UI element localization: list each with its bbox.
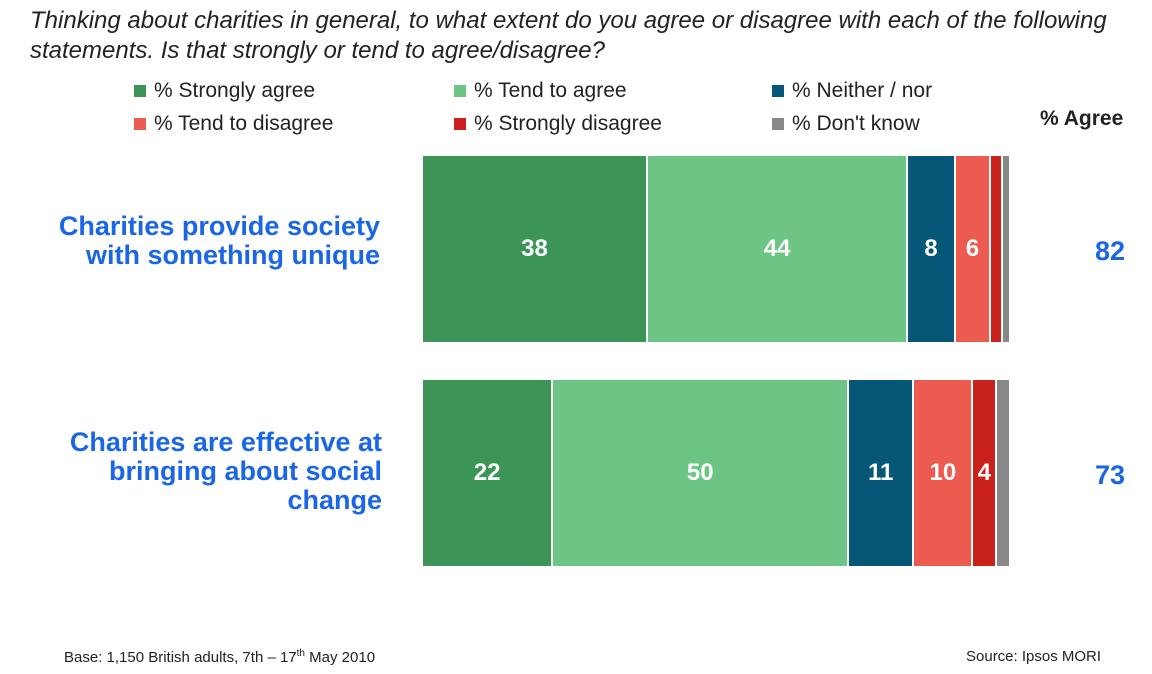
agree-total-0: 82 (1094, 236, 1126, 266)
bar-segment-1-dont-know (997, 380, 1009, 566)
footer-source: Source: Ipsos MORI (966, 648, 1102, 665)
bar-segment-0-strongly-disagree (991, 156, 1004, 342)
bar-segment-0-strongly-agree: 38 (423, 156, 648, 342)
bar-value-label-0-tend-to-disagree: 6 (965, 235, 980, 262)
legend-label-strongly-disagree: % Strongly disagree (474, 112, 662, 135)
bar-segment-0-neither-nor: 8 (908, 156, 956, 342)
row-label-1: Charities are effective at bringing abou… (69, 427, 382, 515)
legend-label-tend-to-disagree: % Tend to disagree (154, 112, 334, 135)
bar-segment-0-tend-to-disagree: 6 (955, 156, 992, 342)
bar-segment-0-tend-to-agree: 44 (647, 156, 909, 342)
legend-label-neither-nor: % Neither / nor (792, 79, 933, 102)
footer-base: Base: 1,150 British adults, 7th – 17th M… (64, 648, 375, 666)
bar-row-0: 38 44 8 6 (423, 156, 1009, 342)
bar-segment-0-dont-know (1003, 156, 1009, 342)
bar-value-label-1-strongly-agree: 22 (473, 459, 501, 486)
legend-swatch-dont-know (772, 118, 784, 130)
legend-item-dont-know: % Don't know (772, 112, 920, 136)
footer-base-prefix: Base: 1,150 British adults, 7th – 17 (64, 649, 297, 666)
legend-swatch-tend-to-agree (454, 85, 466, 97)
bar-segment-1-tend-to-agree: 50 (553, 380, 850, 566)
bar-value-label-0-strongly-agree: 38 (521, 235, 548, 262)
bar-segment-1-strongly-disagree: 4 (973, 380, 998, 566)
bar-value-label-0-neither-nor: 8 (924, 235, 938, 262)
row-label-0: Charities provide society with something… (58, 211, 380, 270)
legend-item-tend-to-disagree: % Tend to disagree (134, 112, 333, 136)
agree-column-header: % Agree (1040, 107, 1124, 130)
bar-value-label-1-tend-to-agree: 50 (686, 459, 714, 486)
bar-value-label-1-neither-nor: 11 (868, 459, 894, 486)
legend-item-tend-to-agree: % Tend to agree (454, 79, 627, 103)
legend-label-tend-to-agree: % Tend to agree (474, 79, 627, 102)
bar-row-1: 22 50 11 10 4 (423, 380, 1009, 566)
legend-label-strongly-agree: % Strongly agree (154, 79, 316, 102)
agree-total-1: 73 (1094, 460, 1126, 490)
legend-swatch-strongly-disagree (454, 118, 466, 130)
footer-base-sup: th (296, 648, 305, 659)
bar-segment-1-strongly-agree: 22 (423, 380, 554, 566)
bar-value-label-1-strongly-disagree: 4 (977, 459, 991, 486)
legend-swatch-neither-nor (772, 85, 784, 97)
footer-base-suffix: May 2010 (305, 649, 376, 666)
legend-item-neither-nor: % Neither / nor (772, 79, 932, 103)
legend-item-strongly-disagree: % Strongly disagree (454, 112, 662, 136)
legend-swatch-strongly-agree (134, 85, 146, 97)
bar-value-label-0-tend-to-agree: 44 (763, 235, 791, 262)
bar-segment-1-tend-to-disagree: 10 (914, 380, 974, 566)
chart-title: Thinking about charities in general, to … (30, 7, 1107, 64)
legend-swatch-tend-to-disagree (134, 118, 146, 130)
legend-item-strongly-agree: % Strongly agree (134, 79, 315, 103)
legend-label-dont-know: % Don't know (792, 112, 920, 135)
bar-value-label-1-tend-to-disagree: 10 (929, 459, 957, 486)
bar-segment-1-neither-nor: 11 (849, 380, 915, 566)
